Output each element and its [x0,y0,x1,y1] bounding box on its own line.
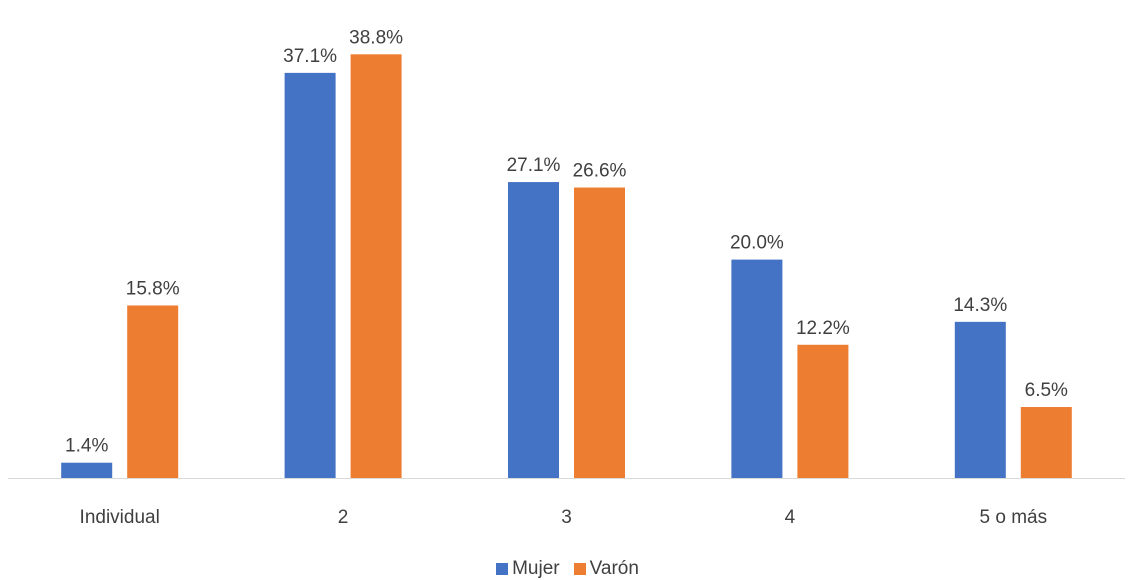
x-tick-labels: Individual 2 3 4 5 o más [80,507,1048,528]
bar-mujer-2 [508,182,559,478]
bar-varon-1 [350,54,402,478]
bars-layer [61,54,1072,479]
data-label-varon-1: 38.8% [349,27,403,48]
bar-mujer-3 [731,259,783,478]
data-label-mujer-2: 27.1% [507,155,561,176]
legend-item-varon: Varón [573,558,639,580]
bar-mujer-0 [61,462,113,478]
data-label-mujer-3: 20.0% [730,233,784,254]
legend-label-mujer: Mujer [512,558,560,579]
data-label-varon-4: 6.5% [1025,380,1068,401]
data-labels-layer: 1.4% 15.8% 37.1% 38.8% 27.1% 26.6% 20.0% 12.2% 1… [65,27,1068,456]
x-tick-label-2: 3 [561,507,572,528]
bar-varon-2 [574,187,625,478]
x-tick-label-4: 5 o más [980,507,1048,528]
bar-varon-0 [127,305,179,478]
legend: Mujer Varón [0,558,1135,580]
data-label-mujer-4: 14.3% [953,295,1007,316]
bar-varon-4 [1020,407,1072,478]
legend-swatch-varon [573,563,586,575]
x-tick-label-0: Individual [80,507,160,528]
bar-varon-3 [797,344,849,478]
data-label-mujer-0: 1.4% [65,436,108,457]
x-tick-label-1: 2 [338,507,349,528]
bar-chart: 1.4% 15.8% 37.1% 38.8% 27.1% 26.6% 20.0% 12.2% 1… [8,27,1125,528]
data-label-varon-3: 12.2% [796,318,850,339]
legend-label-varon: Varón [589,558,639,579]
bar-mujer-4 [954,321,1006,478]
data-label-varon-0: 15.8% [126,278,180,299]
data-label-varon-2: 26.6% [573,161,627,182]
x-tick-label-3: 4 [785,507,796,528]
bar-mujer-1 [284,72,336,479]
legend-item-mujer: Mujer [496,558,560,580]
data-label-mujer-1: 37.1% [283,46,337,67]
legend-swatch-mujer [496,563,509,575]
